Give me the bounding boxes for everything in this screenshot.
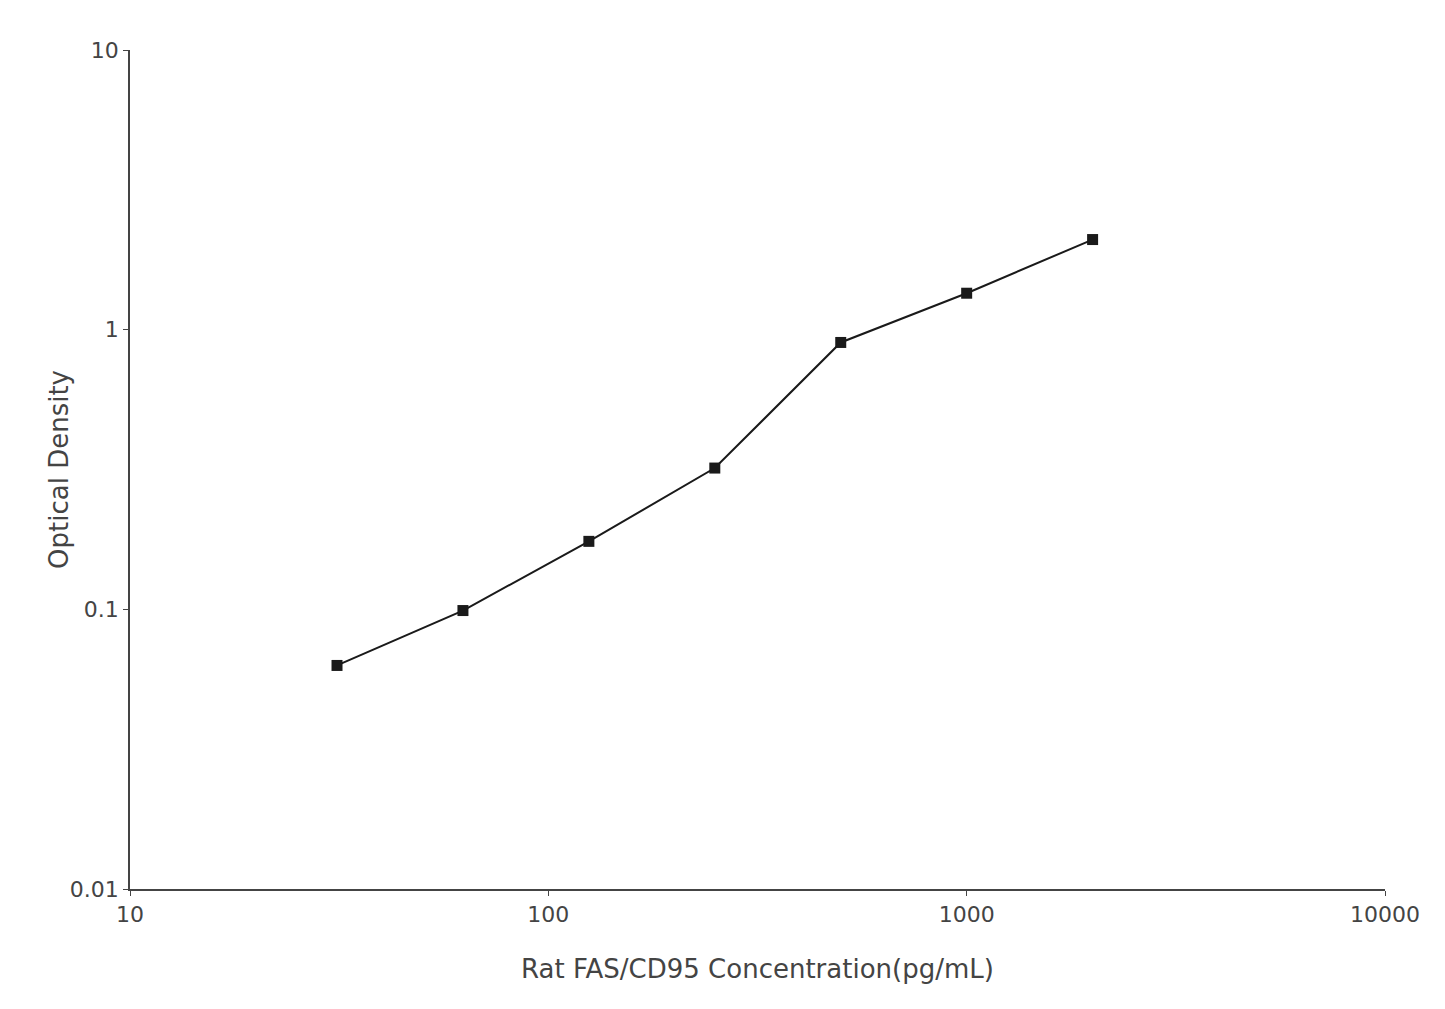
svg-text:Rat FAS/CD95 Concentration(pg/: Rat FAS/CD95 Concentration(pg/mL)	[521, 954, 994, 984]
svg-text:10: 10	[116, 902, 144, 927]
svg-text:0.1: 0.1	[84, 597, 119, 622]
svg-text:100: 100	[527, 902, 569, 927]
svg-text:10: 10	[91, 38, 119, 63]
svg-text:Optical Density: Optical Density	[44, 370, 74, 569]
svg-text:10000: 10000	[1350, 902, 1420, 927]
svg-text:1000: 1000	[939, 902, 995, 927]
svg-text:1: 1	[105, 317, 119, 342]
svg-text:0.01: 0.01	[70, 877, 119, 902]
